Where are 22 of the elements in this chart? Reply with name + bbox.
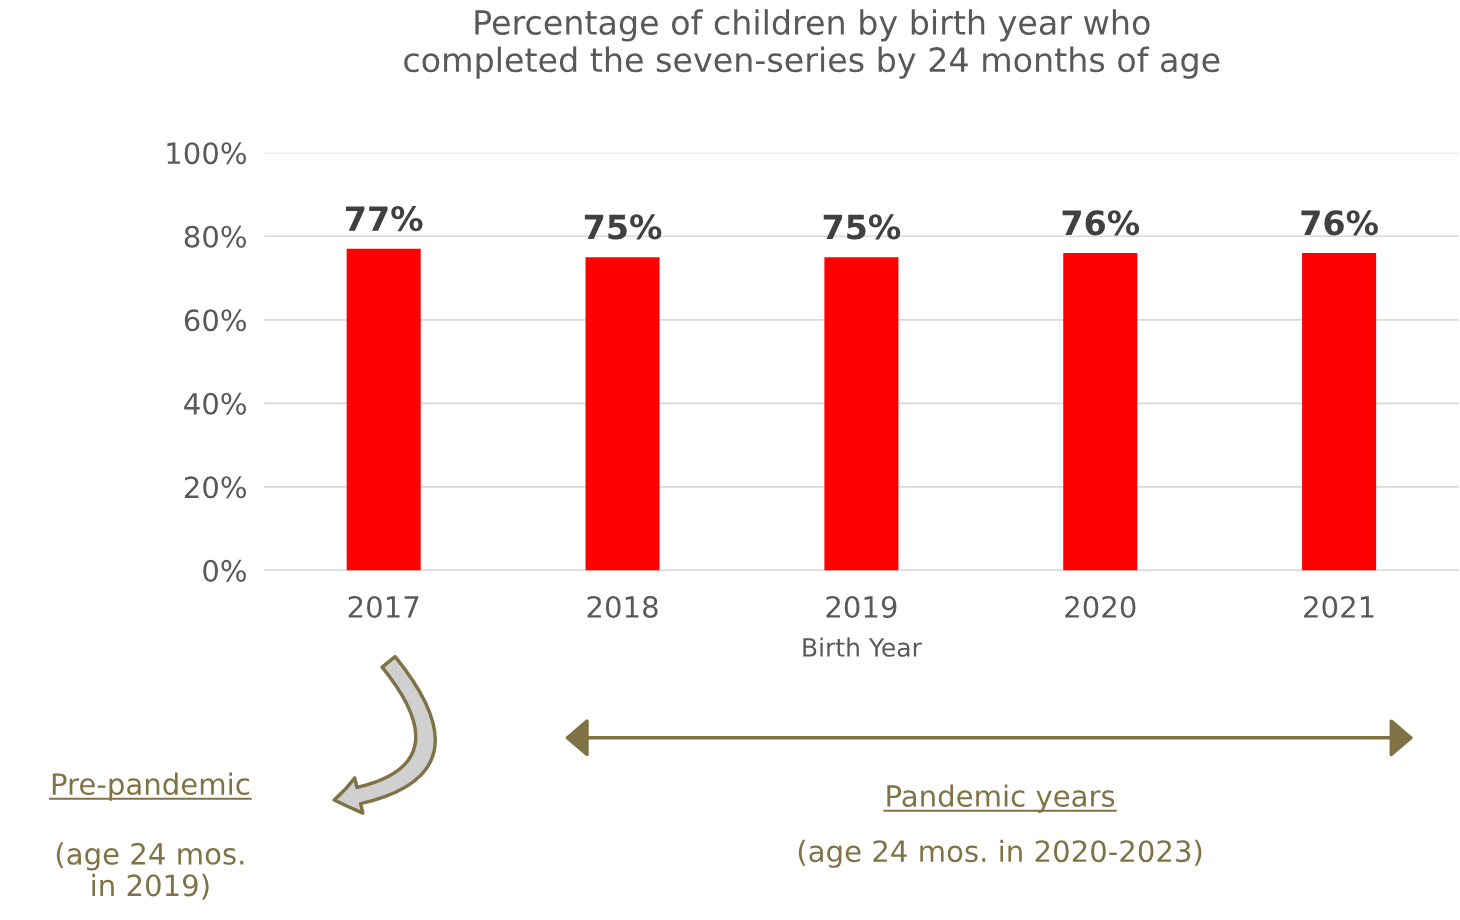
x-tick-label: 2018: [587, 595, 658, 618]
y-tick-label: 100%: [167, 142, 246, 165]
data-label: 75%: [823, 214, 901, 240]
x-tick-label: 2017: [348, 595, 419, 618]
data-label: 76%: [1301, 210, 1378, 236]
text: (age 24 mos. in 2020-2023): [798, 839, 1202, 868]
data-label: 77%: [346, 206, 423, 232]
x-tick-label: 2019: [826, 595, 897, 618]
y-tick-label: 80%: [184, 225, 246, 248]
y-tick-label: 40%: [184, 392, 246, 415]
text: Pre-pandemic: [52, 772, 249, 801]
x-tick-label: 2021: [1304, 595, 1374, 618]
x-axis-title: Birth Year: [803, 637, 922, 657]
y-tick-label: 60%: [184, 309, 246, 332]
y-tick-label: 20%: [184, 476, 246, 499]
y-tick-label: 0%: [203, 559, 246, 582]
data-label: 75%: [584, 214, 662, 240]
x-tick-label: 2020: [1065, 595, 1136, 618]
data-label: 76%: [1062, 210, 1140, 236]
chart-title: Percentage of children by birth year who completed the seven-series by 24 months of age: [404, 9, 1220, 79]
text: Pandemic years: [887, 784, 1115, 813]
text: (age 24 mos. in 2019): [56, 842, 244, 900]
